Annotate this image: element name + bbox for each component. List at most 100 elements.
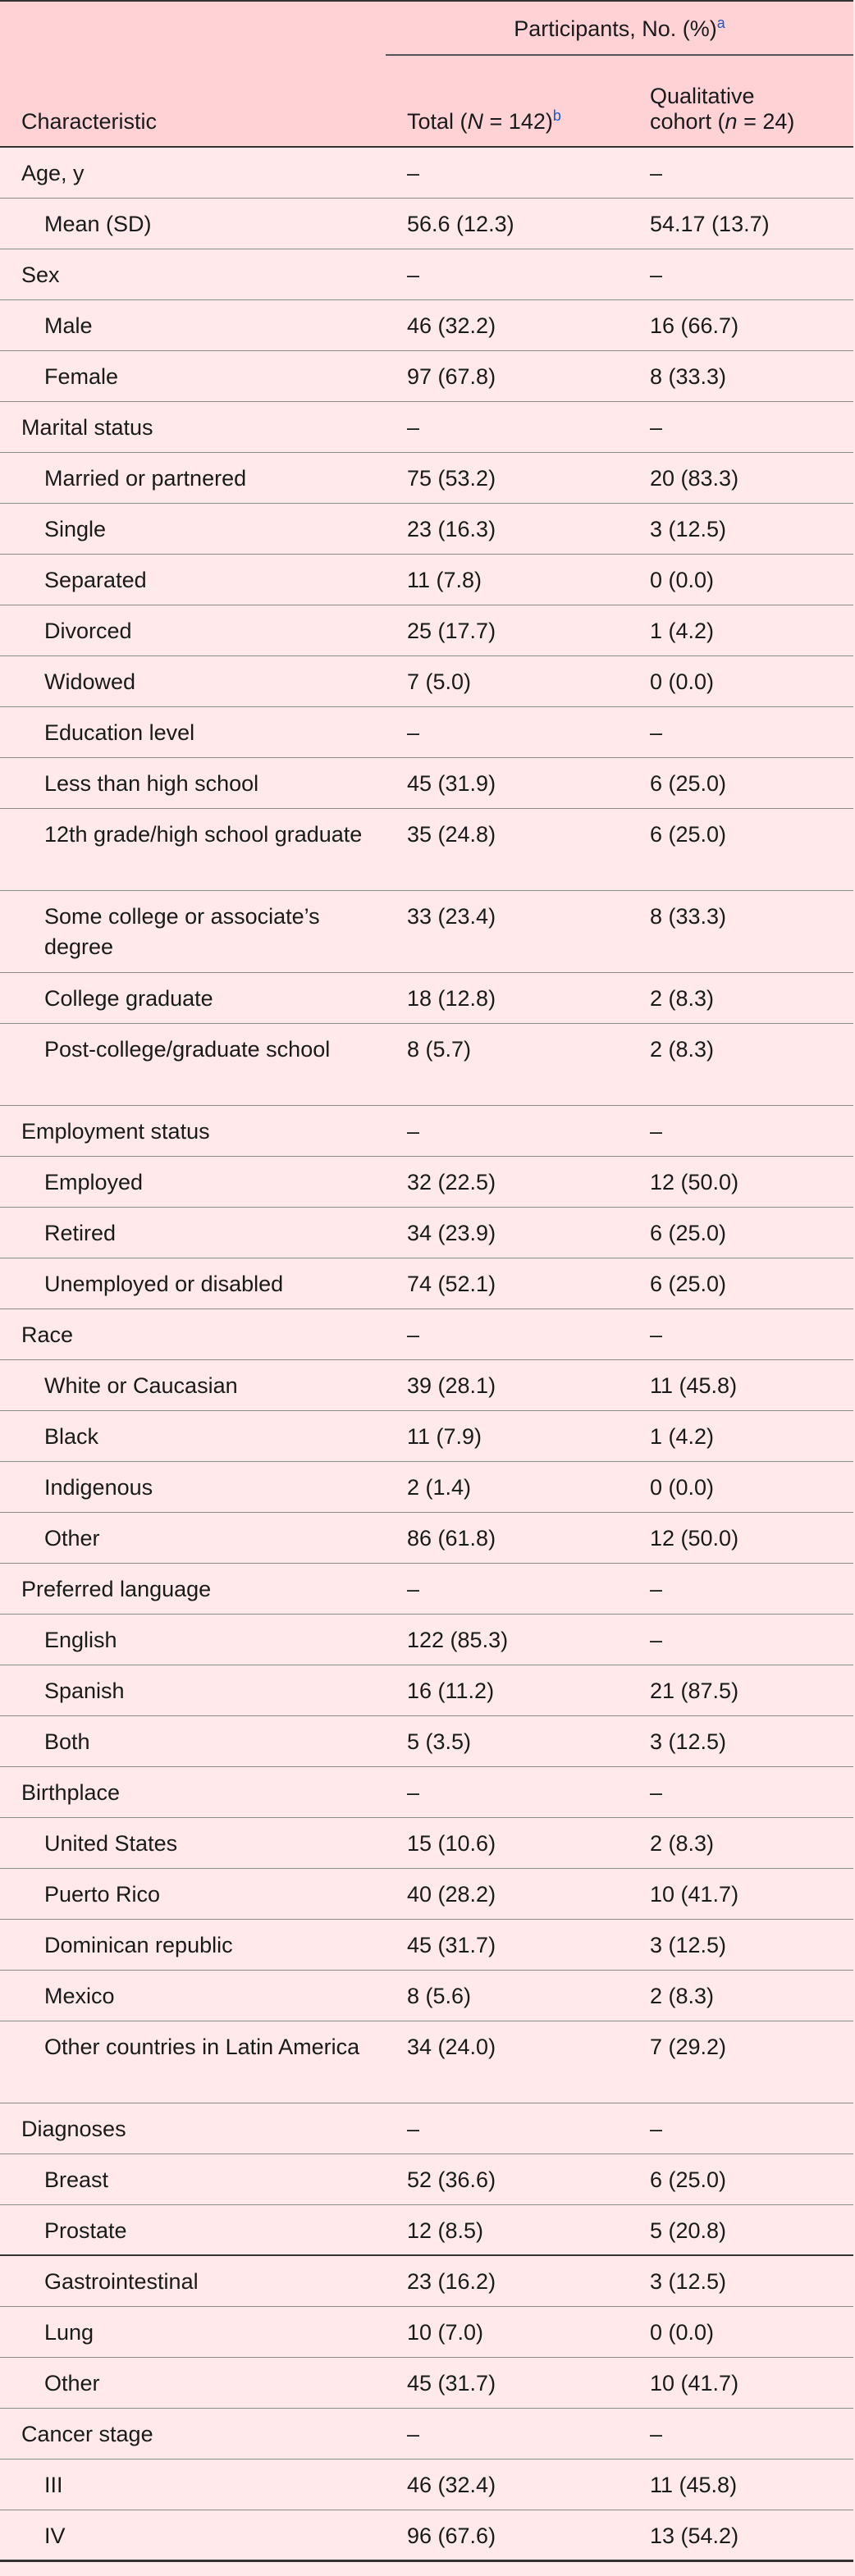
total-cell: 39 (28.1) [386,1359,629,1411]
qualitative-cell: 6 (25.0) [629,808,853,891]
total-cell: 25 (17.7) [386,605,629,656]
qualitative-cell: – [629,1766,853,1818]
characteristic-cell: Post-college/graduate school [0,1023,386,1106]
qualitative-cell: 0 (0.0) [629,1461,853,1513]
characteristic-cell: Marital status [0,401,386,453]
total-cell: 97 (67.8) [386,350,629,402]
characteristic-cell: Retired [0,1207,386,1258]
qualitative-cell: 11 (45.8) [629,1359,853,1411]
table-row: Education level – – [0,706,853,758]
qualitative-cell: 8 (33.3) [629,890,853,973]
total-cell: 15 (10.6) [386,1817,629,1869]
table-row: Other 86 (61.8) 12 (50.0) [0,1512,853,1564]
qualitative-cell: 6 (25.0) [629,2154,853,2205]
table-row: Mean (SD) 56.6 (12.3) 54.17 (13.7) [0,198,853,249]
total-cell: 35 (24.8) [386,808,629,891]
qualitative-cell: 6 (25.0) [629,757,853,809]
table-row: Dominican republic 45 (31.7) 3 (12.5) [0,1919,853,1971]
total-cell: 122 (85.3) [386,1614,629,1665]
table-header: Participants, No. (%)a Characteristic To… [0,1,853,148]
characteristic-cell: Dominican republic [0,1919,386,1971]
qualitative-cell: 7 (29.2) [629,2021,853,2103]
qualitative-cell: 11 (45.8) [629,2459,853,2510]
qualitative-cell: 8 (33.3) [629,350,853,402]
table-row: Prostate 12 (8.5) 5 (20.8) [0,2204,853,2256]
qualitative-cell: 1 (4.2) [629,605,853,656]
characteristic-cell: Divorced [0,605,386,656]
total-cell: – [386,1309,629,1360]
table-group-row: Age, y – – [0,147,853,199]
characteristic-cell: Less than high school [0,757,386,809]
table-row: Retired 34 (23.9) 6 (25.0) [0,1207,853,1258]
characteristic-cell: Other countries in Latin America [0,2021,386,2103]
qualitative-cell: – [629,147,853,199]
qualitative-cell: 2 (8.3) [629,1817,853,1869]
footnote-b-link[interactable]: b [552,107,561,124]
total-cell: 11 (7.9) [386,1410,629,1462]
table-row: Married or partnered 75 (53.2) 20 (83.3) [0,452,853,504]
table-row: Employed 32 (22.5) 12 (50.0) [0,1156,853,1208]
characteristic-cell: Diagnoses [0,2103,386,2154]
characteristic-cell: White or Caucasian [0,1359,386,1411]
characteristic-cell: Female [0,350,386,402]
characteristic-cell: Birthplace [0,1766,386,1818]
characteristic-cell: Mexico [0,1970,386,2021]
table-row: Mexico 8 (5.6) 2 (8.3) [0,1970,853,2021]
table-row: English 122 (85.3) – [0,1614,853,1665]
table-row: Indigenous 2 (1.4) 0 (0.0) [0,1461,853,1513]
characteristic-cell: Both [0,1715,386,1767]
qualitative-cell: – [629,2408,853,2460]
characteristic-cell: Breast [0,2154,386,2205]
total-cell: 52 (36.6) [386,2154,629,2205]
characteristic-cell: Single [0,503,386,555]
qualitative-cell: 12 (50.0) [629,1156,853,1208]
participants-span-header: Participants, No. (%)a [386,1,853,56]
total-cell: 8 (5.6) [386,1970,629,2021]
table-row: Some college or associate’s degree 33 (23… [0,890,853,973]
table-row: Single 23 (16.3) 3 (12.5) [0,503,853,555]
table-row: Male 46 (32.2) 16 (66.7) [0,299,853,351]
table-row: III 46 (32.4) 11 (45.8) [0,2459,853,2510]
characteristic-cell: Spanish [0,1665,386,1716]
characteristic-cell: Other [0,2357,386,2409]
characteristic-cell: Indigenous [0,1461,386,1513]
table-group-row: Sex – – [0,249,853,300]
total-cell: 96 (67.6) [386,2510,629,2561]
table-row: United States 15 (10.6) 2 (8.3) [0,1817,853,1869]
qualitative-cell: 20 (83.3) [629,452,853,504]
total-cell: 46 (32.2) [386,299,629,351]
characteristic-cell: Race [0,1309,386,1360]
characteristic-cell: 12th grade/high school graduate [0,808,386,891]
characteristic-cell: Employment status [0,1105,386,1157]
characteristic-header: Characteristic [0,55,386,148]
table-row: IV 96 (67.6) 13 (54.2) [0,2510,853,2561]
qualitative-cell: – [629,249,853,300]
characteristic-cell: Cancer stage [0,2408,386,2460]
table-row: Separated 11 (7.8) 0 (0.0) [0,554,853,605]
table-group-row: Birthplace – – [0,1766,853,1818]
table-row: Widowed 7 (5.0) 0 (0.0) [0,655,853,707]
table-group-row: Cancer stage – – [0,2408,853,2460]
characteristic-cell: Lung [0,2306,386,2358]
total-cell: 23 (16.3) [386,503,629,555]
table-row: Both 5 (3.5) 3 (12.5) [0,1715,853,1767]
characteristic-cell: Separated [0,554,386,605]
table-group-row: Race – – [0,1309,853,1360]
total-cell: 34 (24.0) [386,2021,629,2103]
qualitative-cell: 6 (25.0) [629,1258,853,1309]
total-header: Total (N = 142)b [386,55,629,148]
footnote-a-link[interactable]: a [716,14,725,31]
characteristic-cell: Employed [0,1156,386,1208]
table-row: Other 45 (31.7) 10 (41.7) [0,2357,853,2409]
total-cell: 12 (8.5) [386,2204,629,2256]
total-cell: – [386,2103,629,2154]
table-row: Black 11 (7.9) 1 (4.2) [0,1410,853,1462]
characteristic-cell: Married or partnered [0,452,386,504]
total-cell: 45 (31.7) [386,1919,629,1971]
qualitative-cell: 2 (8.3) [629,1970,853,2021]
total-cell: – [386,2408,629,2460]
total-cell: – [386,249,629,300]
characteristic-cell: Some college or associate’s degree [0,890,386,973]
qualitative-cell: – [629,1563,853,1615]
total-cell: 46 (32.4) [386,2459,629,2510]
